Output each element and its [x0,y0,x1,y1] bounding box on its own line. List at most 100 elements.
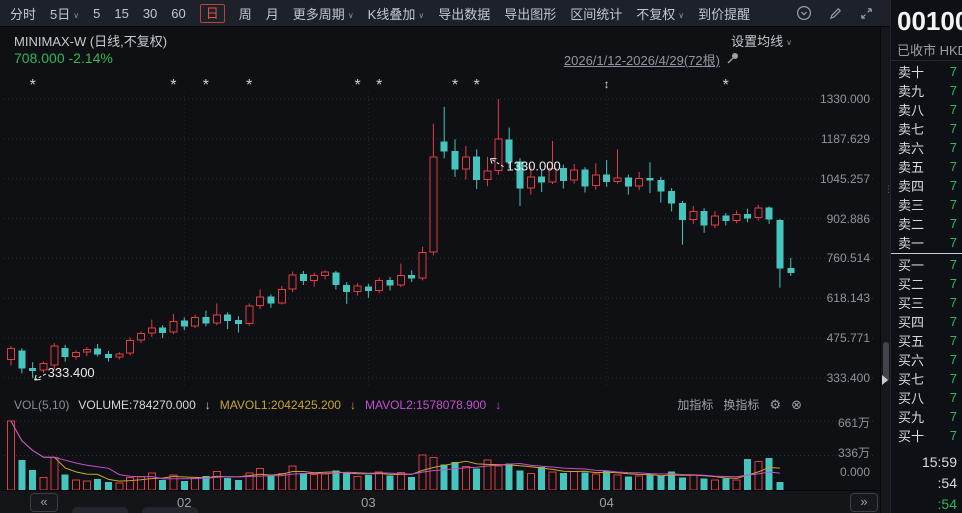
ask-row-6[interactable]: 卖五 7 [891,157,962,176]
ask-label: 卖十 [898,65,925,80]
bid-price: 7 [949,371,957,386]
switch-indicator-button[interactable]: 换指标 [723,398,760,412]
chart-header: MINIMAX-W (日线,不复权) 设置均线 ∨ 708.000 -2.14% … [0,27,880,70]
bid-row-3[interactable]: 买三 7 [891,293,962,312]
order-book: 卖十 7 卖九 7 卖八 7 卖七 7 卖六 7 卖五 7 卖四 7 卖三 7 卖二 7 卖一 7 买一 7 买二 7 买三 7 买… [891,62,962,445]
ask-row-1[interactable]: 卖十 7 [891,62,962,81]
y-axis-label: 333.400 [826,371,870,385]
ma-settings-button[interactable]: 设置均线 ∨ [731,34,792,49]
toolbar-item-4[interactable]: 30 [142,5,158,21]
svg-text:*: * [246,77,252,94]
svg-text:*: * [452,77,458,94]
svg-text:1330.000: 1330.000 [507,159,561,174]
ask-price: 7 [949,102,957,117]
bid-price: 7 [949,276,957,291]
bid-price: 7 [949,333,957,348]
ask-label: 卖二 [898,217,925,232]
toolbar-item-7[interactable]: 周 [238,6,252,22]
bid-row-5[interactable]: 买五 7 [891,331,962,350]
ask-label: 卖九 [898,84,925,99]
date-range-link[interactable]: 2026/1/12-2026/4/29(72根) [563,53,720,68]
pin-icon[interactable] [726,51,740,70]
scrollbar-handle[interactable] [883,342,889,382]
ask-row-4[interactable]: 卖七 7 [891,119,962,138]
bid-label: 买十 [898,429,925,444]
ask-price: 7 [949,197,957,212]
bid-price: 7 [949,428,957,443]
ask-price: 7 [949,83,957,98]
ask-row-8[interactable]: 卖三 7 [891,195,962,214]
pencil-icon[interactable] [828,6,843,21]
price-change: -2.14% [68,50,113,66]
toolbar-item-6[interactable]: 日 [199,3,225,23]
ask-row-10[interactable]: 卖一 7 [891,233,962,252]
ask-row-7[interactable]: 卖四 7 [891,176,962,195]
scroll-left-button[interactable]: « [30,493,58,512]
toolbar-item-15[interactable]: 到价提醒 [698,6,751,22]
gear-icon[interactable]: ⚙ [769,396,782,412]
bid-row-7[interactable]: 买七 7 [891,369,962,388]
bid-price: 7 [949,295,957,310]
bid-row-8[interactable]: 买八 7 [891,388,962,407]
x-axis-label: 02 [177,495,192,510]
market-status: 已收市 HKD [897,43,962,58]
svg-text:*: * [203,77,209,94]
toolbar-item-13[interactable]: 区间统计 [570,6,623,22]
y-axis-label: 1330.000 [819,92,870,106]
ask-row-5[interactable]: 卖六 7 [891,138,962,157]
bid-label: 买二 [898,277,925,292]
ask-price: 7 [949,140,957,155]
period-tabs: 分时 5日 ∨ 5 15 30 60 日周月更多周期 ∨ K线叠加 ∨ 导出数据 导出图形 区间统计 不复权… [10,3,764,23]
svg-text:*: * [170,77,176,94]
x-axis-label: 03 [361,495,376,510]
bid-label: 买五 [898,334,925,349]
toolbar-item-10[interactable]: K线叠加 ∨ [367,6,425,22]
ask-row-2[interactable]: 卖九 7 [891,81,962,100]
bid-row-1[interactable]: 买一 7 [891,255,962,274]
toolbar-item-12[interactable]: 导出图形 [504,6,557,22]
ask-row-9[interactable]: 卖二 7 [891,214,962,233]
ask-price: 7 [949,64,957,79]
toolbar-item-9[interactable]: 更多周期 ∨ [292,6,354,22]
toolbar-item-0[interactable]: 分时 [10,6,37,22]
bid-label: 买一 [898,258,925,273]
add-indicator-button[interactable]: 加指标 [677,398,714,412]
tick-time: :54 [937,475,957,491]
toolbar-item-3[interactable]: 15 [114,5,129,21]
bid-label: 买七 [898,372,925,387]
ask-price: 7 [949,159,957,174]
volume-axis-label: 336万 [837,446,870,460]
svg-text:*: * [376,77,382,94]
book-divider [891,253,962,254]
toolbar-item-2[interactable]: 5 [93,5,101,21]
y-axis-label: 618.143 [826,291,870,306]
bid-row-10[interactable]: 买十 7 [891,426,962,445]
ask-row-3[interactable]: 卖八 7 [891,100,962,119]
toolbar-item-14[interactable]: 不复权 ∨ [636,6,685,22]
close-circle-icon[interactable]: ⊗ [791,396,802,412]
volume-axis-label: 661万 [837,416,870,430]
bid-row-4[interactable]: 买四 7 [891,312,962,331]
panel-divider[interactable]: ⋮⋮ [880,27,902,513]
toolbar-item-5[interactable]: 60 [171,5,186,21]
scroll-right-button[interactable]: » [850,493,878,512]
bottom-pill [142,507,198,513]
tick-list: 15:59:54:54 [891,452,957,513]
bid-row-9[interactable]: 买九 7 [891,407,962,426]
bid-row-2[interactable]: 买二 7 [891,274,962,293]
bid-row-6[interactable]: 买六 7 [891,350,962,369]
fullscreen-icon[interactable] [859,6,874,21]
chevron-down-icon: ∨ [418,10,425,20]
ask-label: 卖四 [898,179,925,194]
toolbar-item-1[interactable]: 5日 ∨ [50,6,80,22]
bottom-pill [72,507,128,513]
toolbar-item-8[interactable]: 月 [265,6,279,22]
bid-price: 7 [949,390,957,405]
candlestick-chart[interactable]: * * * * * * * * * ↕ 1330.000 333.400 [0,0,880,513]
tick-time: :54 [937,496,957,512]
toolbar-item-11[interactable]: 导出数据 [438,6,491,22]
circle-chevron-icon[interactable] [796,5,812,21]
ask-price: 7 [949,216,957,231]
collapse-arrow-icon[interactable] [882,375,888,385]
